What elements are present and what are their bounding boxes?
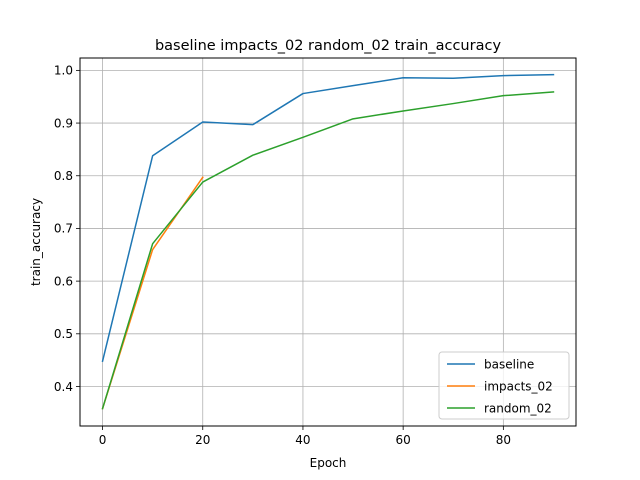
chart-title: baseline impacts_02 random_02 train_accu… — [155, 38, 501, 54]
x-tick-label: 0 — [99, 433, 107, 447]
y-axis-label: train_accuracy — [29, 198, 43, 286]
grid-lines — [80, 58, 576, 426]
x-tick-label: 20 — [195, 433, 210, 447]
legend-label-impacts-02: impacts_02 — [484, 380, 553, 394]
x-tick-label: 60 — [396, 433, 411, 447]
x-tick-label: 40 — [295, 433, 310, 447]
y-tick-label: 0.7 — [54, 222, 73, 236]
y-tick-label: 1.0 — [54, 64, 73, 78]
y-tick-label: 0.5 — [54, 327, 73, 341]
x-tick-label: 80 — [496, 433, 511, 447]
y-tick-label: 0.4 — [54, 380, 73, 394]
y-tick-label: 0.9 — [54, 116, 73, 130]
legend: baseline impacts_02 random_02 — [438, 351, 570, 420]
axis-ticks: 0 20 40 60 80 0.4 0.5 0.6 0.7 0.8 0.9 1.0 — [54, 64, 511, 447]
legend-box — [438, 351, 570, 420]
legend-label-baseline: baseline — [484, 358, 534, 372]
x-axis-label: Epoch — [310, 456, 347, 470]
plot-area-frame — [79, 57, 577, 427]
y-tick-label: 0.6 — [54, 274, 73, 288]
legend-label-random-02: random_02 — [484, 402, 552, 416]
series-lines — [101, 73, 555, 410]
y-tick-label: 0.8 — [54, 169, 73, 183]
series-line-random-02 — [101, 91, 555, 410]
series-line-baseline — [101, 73, 555, 363]
